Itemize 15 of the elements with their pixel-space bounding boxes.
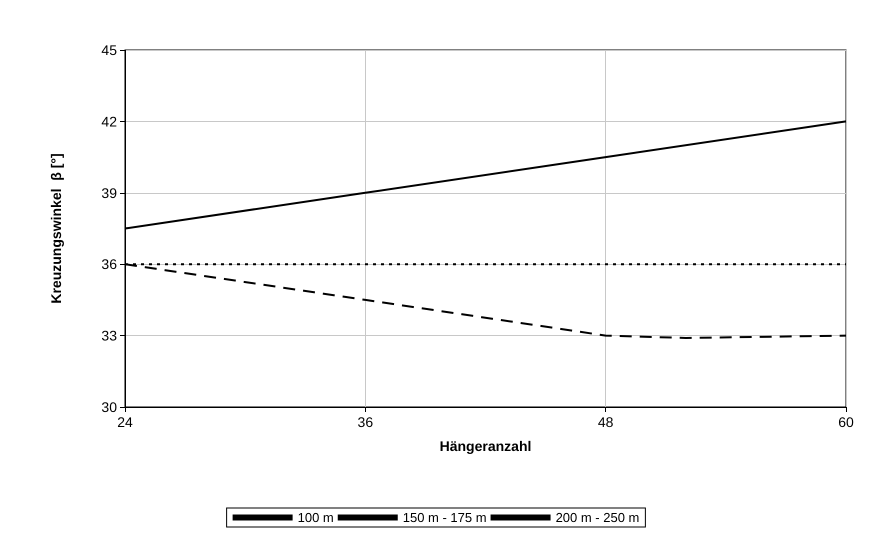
legend-label: 100 m xyxy=(298,510,334,525)
x-tick-label: 24 xyxy=(117,414,133,430)
y-axis-title: Kreuzungswinkel β [°] xyxy=(48,153,64,304)
x-tick-label: 36 xyxy=(358,414,374,430)
x-tick-label: 48 xyxy=(598,414,614,430)
y-tick-label: 30 xyxy=(101,399,118,415)
y-tick-label: 36 xyxy=(101,256,118,272)
legend-label: 150 m - 175 m xyxy=(402,510,487,525)
y-tick-label: 45 xyxy=(101,42,118,58)
y-tick-label: 42 xyxy=(101,113,118,130)
legend-label: 200 m - 250 m xyxy=(556,510,640,525)
y-tick-label: 33 xyxy=(101,328,118,344)
x-axis-title: Hängeranzahl xyxy=(440,438,532,454)
y-tick-label: 39 xyxy=(101,184,118,201)
x-tick-label: 60 xyxy=(838,414,854,430)
